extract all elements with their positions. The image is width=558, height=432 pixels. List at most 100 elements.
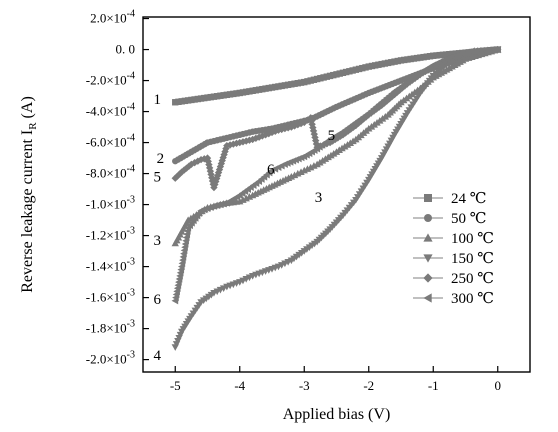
data-point (423, 53, 430, 60)
data-point (180, 166, 188, 174)
data-point (342, 68, 350, 76)
data-point (265, 84, 272, 92)
curve-label: 2 (157, 151, 165, 167)
data-point (490, 46, 498, 54)
data-point (204, 94, 211, 101)
data-point (213, 171, 222, 180)
data-point (461, 48, 469, 57)
data-point (294, 79, 301, 87)
legend-label: 24 ℃ (451, 191, 487, 207)
legend-item: 50 ℃ (413, 211, 487, 227)
curve-label: 3 (315, 190, 323, 206)
x-axis-title: Applied bias (V) (283, 406, 391, 423)
data-point (242, 137, 250, 145)
data-point (211, 180, 219, 189)
series-layer (171, 45, 502, 351)
data-point (278, 82, 285, 90)
data-point (307, 77, 314, 84)
data-point (205, 164, 214, 172)
y-tick-label: -1.0×10-3 (86, 195, 135, 212)
data-point (204, 157, 212, 166)
x-tick-label: -1 (428, 378, 439, 393)
data-point (281, 82, 289, 89)
x-tick-label: -4 (234, 378, 245, 393)
legend-item: 100 ℃ (413, 231, 494, 247)
y-tick-label: -8.0×10-4 (86, 164, 135, 181)
data-point (477, 46, 485, 55)
data-point (191, 96, 198, 103)
data-point (378, 60, 385, 68)
x-tick-label: -2 (363, 378, 374, 393)
data-point (214, 168, 223, 177)
series-line (174, 48, 498, 244)
data-point (468, 47, 475, 55)
data-point (172, 99, 179, 106)
curve-label: 6 (267, 162, 275, 178)
data-point (410, 55, 418, 62)
legend-marker (423, 293, 432, 303)
data-point (236, 138, 244, 147)
data-point (320, 74, 327, 81)
data-point (310, 76, 318, 83)
curve-label: 4 (153, 348, 161, 364)
data-point (312, 136, 320, 145)
data-point (333, 71, 340, 78)
data-point (391, 58, 398, 65)
data-point (284, 124, 292, 132)
curve-label: 3 (153, 233, 161, 249)
data-point (184, 97, 192, 104)
legend-label: 100 ℃ (451, 231, 494, 247)
data-point (220, 150, 228, 159)
data-point (484, 46, 492, 54)
data-point (216, 200, 224, 209)
legend-label: 50 ℃ (451, 211, 487, 227)
data-point (330, 71, 337, 79)
data-point (290, 122, 299, 130)
data-point (426, 53, 434, 60)
data-point (205, 160, 213, 169)
y-tick-label: -1.2×10-3 (86, 226, 135, 243)
data-point (236, 89, 243, 97)
data-point (375, 61, 382, 68)
data-point (265, 129, 273, 138)
data-point (300, 118, 308, 127)
data-point (243, 88, 250, 96)
data-point (275, 83, 282, 90)
data-point (258, 132, 267, 140)
data-point (233, 90, 240, 97)
data-point (365, 63, 372, 70)
data-point (246, 88, 253, 95)
data-point (362, 64, 369, 71)
legend-item: 150 ℃ (413, 251, 494, 267)
data-point (372, 62, 379, 69)
data-point (297, 79, 305, 86)
data-point (255, 133, 263, 141)
data-point (291, 80, 298, 87)
data-point (259, 85, 266, 93)
series-4 (171, 46, 502, 351)
data-point (268, 84, 276, 91)
data-point (281, 124, 289, 133)
data-point (352, 66, 360, 73)
data-point (173, 172, 182, 180)
y-axis-title-unit: (A) (19, 96, 36, 122)
data-point (223, 91, 231, 99)
data-point (229, 140, 237, 148)
data-point (359, 64, 366, 72)
data-point (210, 93, 218, 100)
data-point (471, 47, 479, 55)
series-6 (171, 45, 501, 305)
data-point (239, 89, 247, 96)
data-point (339, 69, 347, 77)
data-point (194, 95, 202, 103)
data-point (312, 140, 321, 148)
data-point (394, 57, 401, 65)
data-point (217, 92, 224, 99)
data-point (207, 93, 214, 101)
legend-marker (424, 194, 432, 202)
data-point (310, 130, 318, 138)
data-point (210, 183, 218, 192)
data-point (277, 125, 286, 134)
data-point (213, 93, 221, 100)
data-point (219, 153, 227, 162)
